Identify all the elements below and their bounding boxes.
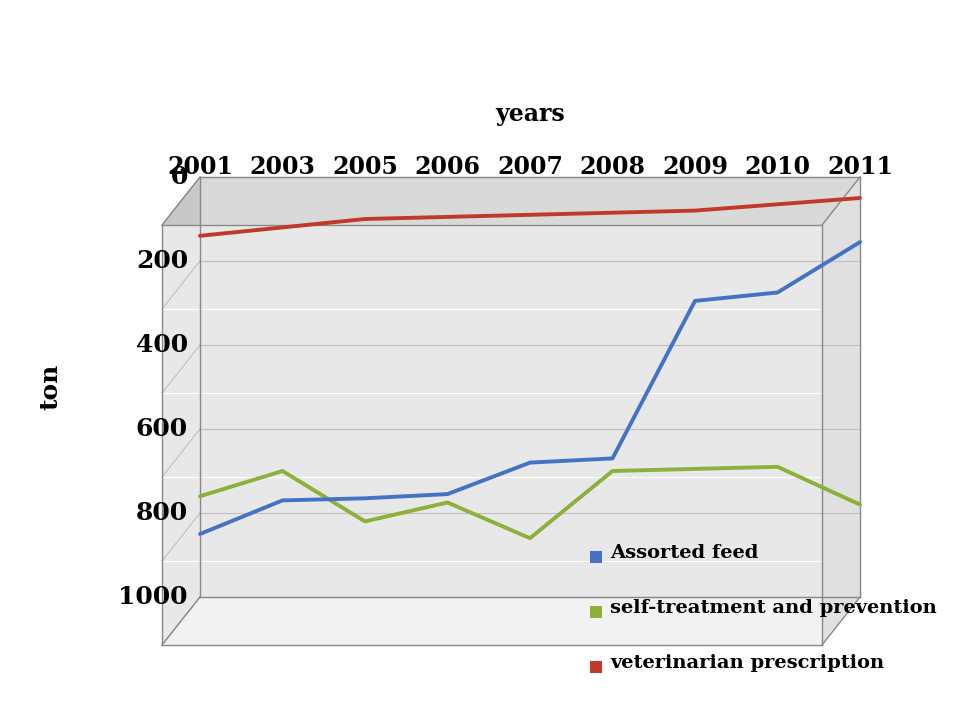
Text: veterinarian prescription: veterinarian prescription [609,654,883,672]
Text: 2009: 2009 [661,155,727,179]
Text: 2008: 2008 [579,155,645,179]
Text: 2007: 2007 [497,155,562,179]
Text: ton: ton [38,364,62,410]
Text: self-treatment and prevention: self-treatment and prevention [609,599,936,617]
Text: 2010: 2010 [744,155,810,179]
Bar [589,606,602,618]
Text: 600: 600 [136,417,187,441]
Text: 400: 400 [136,333,187,357]
Polygon shape [161,225,821,645]
Text: 800: 800 [136,501,187,525]
Polygon shape [161,177,200,645]
Text: 0: 0 [170,165,187,189]
Polygon shape [161,177,859,225]
Polygon shape [161,597,859,645]
Text: 2006: 2006 [414,155,480,179]
Text: 2003: 2003 [249,155,315,179]
Text: 2011: 2011 [826,155,892,179]
Text: 2001: 2001 [167,155,233,179]
Bar [589,551,602,563]
Polygon shape [821,177,859,645]
Text: years: years [495,102,564,126]
Text: 200: 200 [136,249,187,273]
Bar [589,661,602,673]
Text: 2005: 2005 [332,155,398,179]
Text: Assorted feed: Assorted feed [609,544,757,562]
Text: 1000: 1000 [118,585,187,609]
